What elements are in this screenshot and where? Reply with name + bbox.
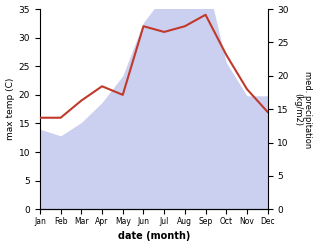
Y-axis label: med. precipitation
(kg/m2): med. precipitation (kg/m2): [293, 71, 313, 148]
X-axis label: date (month): date (month): [118, 231, 190, 242]
Y-axis label: max temp (C): max temp (C): [5, 78, 15, 140]
